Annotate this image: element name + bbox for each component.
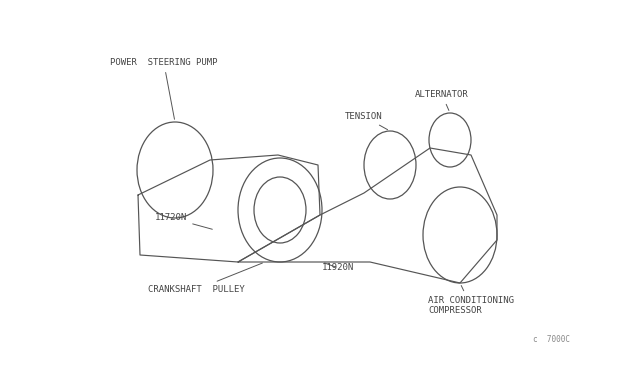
- Text: c  7000C: c 7000C: [533, 335, 570, 344]
- Text: TENSION: TENSION: [345, 112, 388, 130]
- Text: 11720N: 11720N: [155, 214, 212, 229]
- Text: POWER  STEERING PUMP: POWER STEERING PUMP: [110, 58, 218, 119]
- Text: CRANKSHAFT  PULLEY: CRANKSHAFT PULLEY: [148, 263, 262, 294]
- Text: AIR CONDITIONING
COMPRESSOR: AIR CONDITIONING COMPRESSOR: [428, 285, 514, 315]
- Text: ALTERNATOR: ALTERNATOR: [415, 90, 468, 110]
- Text: 11920N: 11920N: [322, 263, 355, 273]
